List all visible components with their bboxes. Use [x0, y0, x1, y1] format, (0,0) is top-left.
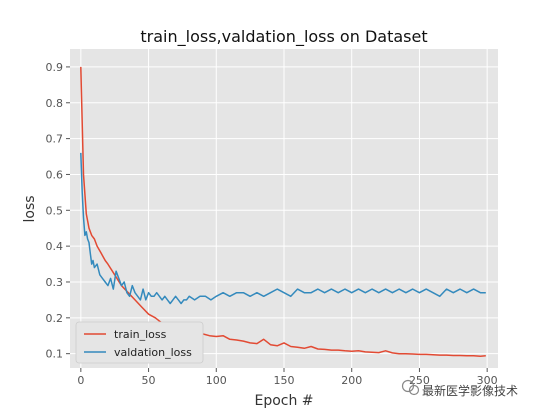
legend-box — [75, 321, 204, 364]
y-tick-label: 0.7 — [46, 133, 64, 146]
y-tick-label: 0.9 — [46, 61, 64, 74]
y-tick-label: 0.4 — [46, 240, 64, 253]
x-tick-label: 100 — [206, 374, 227, 387]
chart-title: train_loss,valdation_loss on Dataset — [140, 27, 427, 47]
watermark: 最新医学影像技术 — [401, 379, 518, 398]
x-tick-label: 50 — [142, 374, 156, 387]
y-tick-label: 0.6 — [46, 168, 64, 181]
legend-label: valdation_loss — [114, 346, 192, 359]
y-tick-labels: 0.1 0.2 0.3 0.4 0.5 0.6 0.7 0.8 0.9 — [46, 61, 70, 361]
y-axis-label: loss — [22, 195, 38, 222]
series-lines — [80, 66, 486, 357]
x-tick-labels: 0 50 100 150 200 250 300 — [77, 368, 498, 387]
y-tick-label: 0.5 — [46, 204, 64, 217]
x-tick-label: 300 — [477, 374, 498, 387]
x-axis-label: Epoch # — [254, 393, 313, 409]
x-tick-label: 0 — [77, 374, 84, 387]
y-tick-label: 0.2 — [46, 312, 64, 325]
series-line-valdation-loss — [80, 152, 486, 305]
x-tick-label: 250 — [409, 374, 430, 387]
legend: train_loss valdation_loss — [75, 321, 204, 364]
watermark-text: 最新医学影像技术 — [422, 383, 518, 398]
y-tick-label: 0.1 — [46, 348, 64, 361]
wechat-icon — [401, 379, 420, 396]
legend-label: train_loss — [114, 328, 167, 341]
y-tick-label: 0.8 — [46, 97, 64, 110]
x-tick-label: 150 — [274, 374, 295, 387]
x-tick-label: 200 — [341, 374, 362, 387]
y-tick-label: 0.3 — [46, 276, 64, 289]
